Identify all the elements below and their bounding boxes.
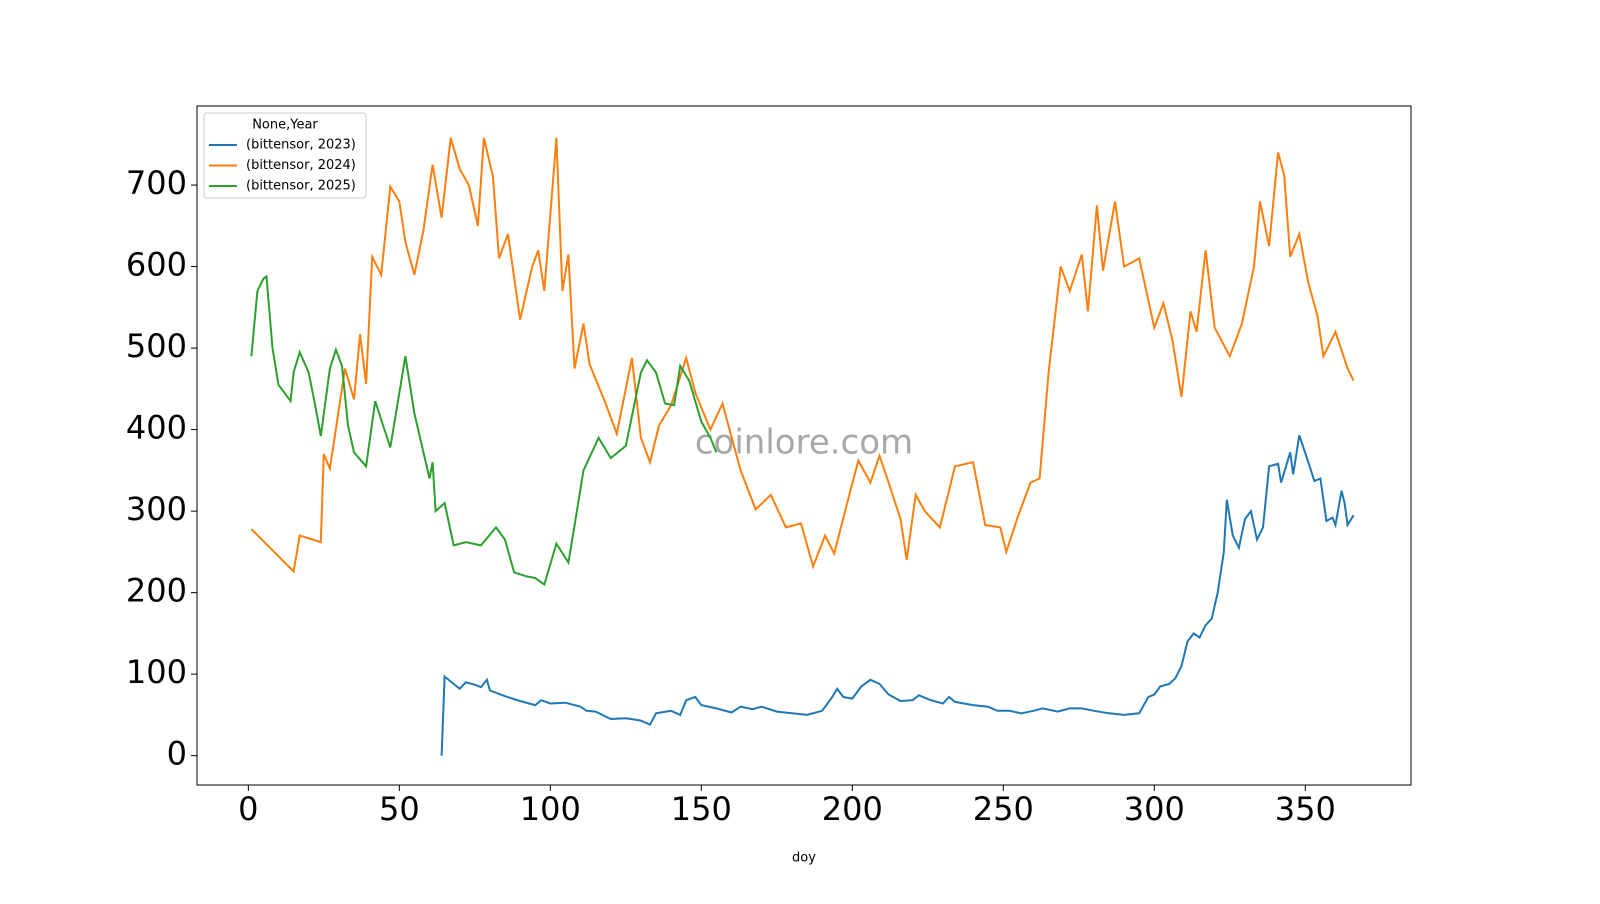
line xyxy=(250,274,718,587)
x-tick-label: 250 xyxy=(973,790,1034,828)
y-tick-label: 200 xyxy=(126,572,187,610)
line xyxy=(250,137,1355,574)
x-tick-label: 0 xyxy=(238,790,258,828)
legend-label: (bittensor, 2023) xyxy=(246,138,356,153)
line xyxy=(440,434,1355,756)
plot-frame xyxy=(196,105,1412,786)
x-axis-label: doy xyxy=(792,851,816,866)
x-tick-label: 150 xyxy=(671,790,732,828)
y-tick-label: 700 xyxy=(126,164,187,202)
x-tick-label: 50 xyxy=(379,790,420,828)
y-tick-label: 600 xyxy=(126,246,187,284)
legend-label: (bittensor, 2024) xyxy=(246,158,356,173)
x-tick-label: 300 xyxy=(1124,790,1185,828)
y-tick-label: 0 xyxy=(167,735,187,773)
y-tick-label: 400 xyxy=(126,409,187,447)
legend-box xyxy=(203,112,367,199)
y-tick-label: 300 xyxy=(126,490,187,528)
legend-title: None,Year xyxy=(252,118,318,133)
x-tick-label: 350 xyxy=(1275,790,1336,828)
watermark: coinlore.com xyxy=(695,423,913,463)
x-tick-label: 100 xyxy=(520,790,581,828)
y-tick-label: 100 xyxy=(126,653,187,691)
x-tick-label: 200 xyxy=(822,790,883,828)
y-tick-label: 500 xyxy=(126,327,187,365)
legend-label: (bittensor, 2025) xyxy=(246,179,356,194)
